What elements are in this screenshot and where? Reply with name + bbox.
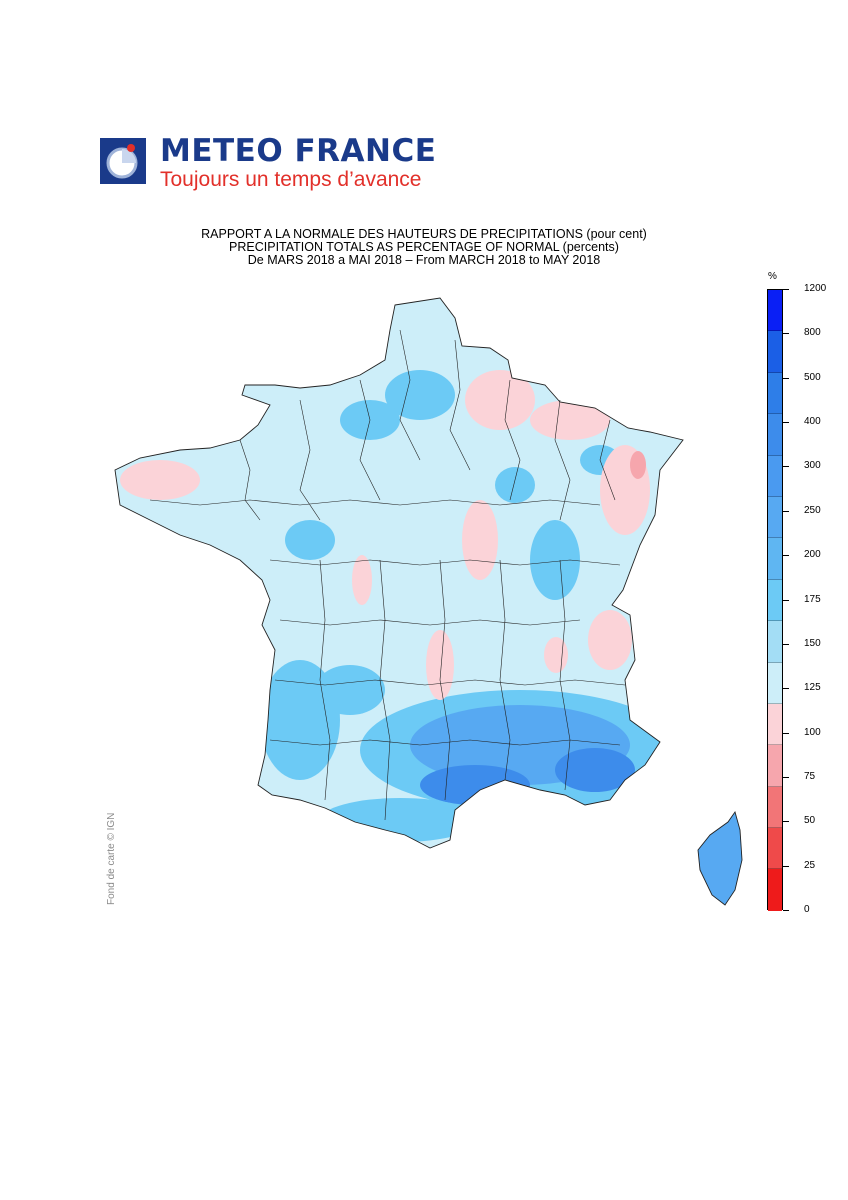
legend-tick-mark	[783, 865, 789, 867]
legend-segment	[768, 538, 782, 580]
legend-tick-label: 175	[804, 593, 821, 605]
zone-wettest-var	[555, 748, 635, 792]
legend-tick-mark	[783, 732, 789, 734]
zone-dry-auvergne	[426, 630, 454, 700]
legend-tick-label: 150	[804, 637, 821, 649]
zone-dry-ardennes	[465, 370, 535, 430]
legend-segment	[768, 621, 782, 663]
zone-wet-picardie	[385, 370, 455, 420]
legend-tick-mark	[783, 333, 789, 335]
legend-segment	[768, 579, 782, 622]
zone-dry-rhone	[544, 637, 568, 673]
zone-dry-centre	[352, 555, 372, 605]
legend-tick-mark	[783, 422, 789, 424]
legend-segment	[768, 703, 782, 746]
legend-tick-label: 300	[804, 460, 821, 472]
zone-wet-bourgogne	[530, 520, 580, 600]
map-title: RAPPORT A LA NORMALE DES HAUTEURS DE PRE…	[140, 228, 708, 267]
legend-tick-label: 250	[804, 504, 821, 516]
department-boundaries	[149, 329, 626, 821]
legend-tick-label: 50	[804, 815, 816, 827]
legend-tick-mark	[783, 643, 789, 645]
zone-wet-aquitaine	[315, 665, 385, 715]
legend-tick-mark	[783, 377, 789, 379]
legend-segment	[768, 662, 782, 704]
zone-dry-bourgogne	[462, 500, 498, 580]
legend-segment	[768, 372, 782, 415]
brand-tagline: Toujours un temps d’avance	[160, 168, 422, 191]
legend-tick-label: 25	[804, 859, 816, 871]
map-credit: Fond de carte © IGN	[106, 812, 117, 905]
legend-segment	[768, 455, 782, 497]
title-line-2: PRECIPITATION TOTALS AS PERCENTAGE OF NO…	[229, 240, 619, 254]
zone-wet-centre	[285, 520, 335, 560]
legend-segment	[768, 786, 782, 829]
legend-segment	[768, 745, 782, 787]
legend-tick-mark	[783, 910, 789, 911]
zone-dry-bretagne	[120, 460, 200, 500]
legend-tick-mark	[783, 776, 789, 778]
legend-tick-mark	[783, 599, 789, 601]
legend-color-bar	[767, 289, 783, 911]
corsica	[698, 812, 742, 905]
legend-segment	[768, 828, 782, 870]
legend-tick-mark	[783, 821, 789, 823]
legend-tick-label: 1200	[804, 283, 827, 294]
zone-dry-alpes	[588, 610, 632, 670]
legend-tick-mark	[783, 466, 789, 468]
zone-drier-alsace	[630, 451, 646, 479]
legend-tick-label: 100	[804, 726, 821, 738]
legend-tick-label: 400	[804, 416, 821, 428]
title-line-3: De MARS 2018 a MAI 2018 – From MARCH 201…	[247, 253, 601, 267]
precipitation-zones	[120, 370, 680, 842]
legend-segment	[768, 331, 782, 373]
legend-unit: %	[768, 271, 777, 282]
legend-tick-label: 200	[804, 549, 821, 561]
legend-tick-label: 500	[804, 371, 821, 383]
legend-tick-mark	[783, 555, 789, 557]
legend-segment	[768, 414, 782, 456]
brand-block: METEO FRANCE Toujours un temps d’avance	[160, 134, 436, 192]
zone-wettest-cevennes	[420, 765, 530, 805]
legend-tick-label: 125	[804, 682, 821, 694]
title-line-1: RAPPORT A LA NORMALE DES HAUTEURS DE PRE…	[201, 227, 647, 241]
legend-tick-mark	[783, 688, 789, 690]
legend-tick-label: 75	[804, 770, 816, 782]
meteo-france-logo-mark	[100, 138, 146, 184]
legend-tick-label: 800	[804, 327, 821, 339]
legend-segment	[768, 869, 782, 911]
brand-name: METEO FRANCE	[160, 133, 437, 169]
legend-segment	[768, 290, 782, 332]
legend-tick-mark	[783, 510, 789, 512]
legend-tick-label: 0	[804, 904, 810, 915]
zone-wet-champagne	[495, 467, 535, 503]
legend-tick-mark	[783, 289, 789, 290]
map-borders	[114, 297, 743, 906]
zone-dry-lorraine	[530, 400, 610, 440]
legend-segment	[768, 496, 782, 539]
zone-wet-pyrenees	[320, 798, 480, 842]
